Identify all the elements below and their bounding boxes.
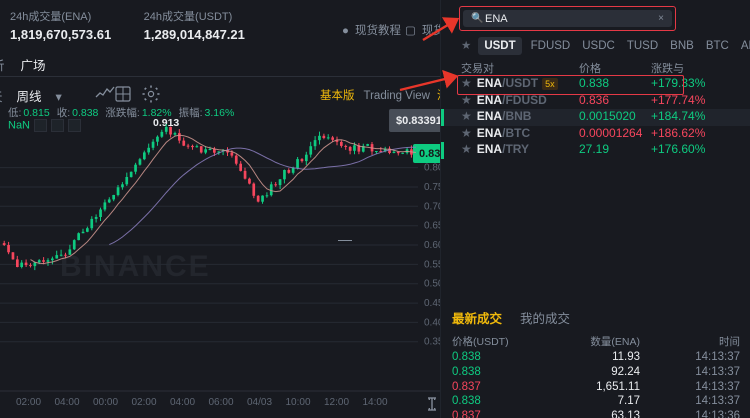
svg-text:04:00: 04:00 (170, 397, 195, 408)
svg-text:0.650: 0.650 (424, 221, 440, 232)
svg-text:0.350: 0.350 (424, 337, 440, 348)
svg-text:02:00: 02:00 (16, 397, 41, 408)
svg-text:0.700: 0.700 (424, 201, 440, 212)
svg-text:0.600: 0.600 (424, 240, 440, 251)
svg-text:04/03: 04/03 (247, 397, 272, 408)
svg-text:12:00: 12:00 (324, 397, 349, 408)
svg-text:02:00: 02:00 (131, 397, 156, 408)
svg-text:0.450: 0.450 (424, 298, 440, 309)
svg-text:0.400: 0.400 (424, 317, 440, 328)
svg-text:04:00: 04:00 (54, 397, 79, 408)
svg-text:14:00: 14:00 (362, 397, 387, 408)
svg-text:0.500: 0.500 (424, 279, 440, 290)
svg-text:06:00: 06:00 (208, 397, 233, 408)
svg-text:0.800: 0.800 (424, 163, 440, 174)
svg-text:10:00: 10:00 (285, 397, 310, 408)
svg-text:0.550: 0.550 (424, 259, 440, 270)
svg-text:00:00: 00:00 (93, 397, 118, 408)
svg-text:0.750: 0.750 (424, 182, 440, 193)
